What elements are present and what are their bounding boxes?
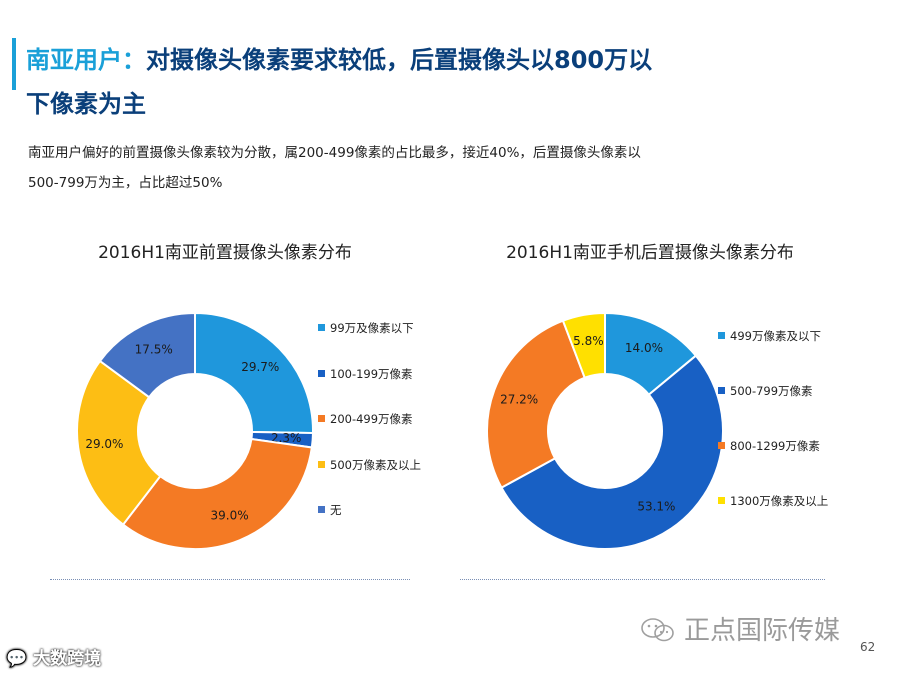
slice-label-2: 53.1%: [637, 500, 675, 514]
legend-label: 1300万像素及以上: [730, 494, 829, 508]
donut-slice-1: [194, 311, 314, 435]
legend-item-4: 500万像素及以上: [318, 457, 421, 473]
source-logo-icon: 💬: [6, 649, 28, 669]
slice-label-3: 39.0%: [211, 509, 249, 523]
legend-label: 800-1299万像素: [730, 439, 820, 453]
front-camera-chart-title: 2016H1南亚前置摄像头像素分布: [98, 243, 352, 263]
subtitle-line2: 500-799万为主，占比超过50%: [28, 175, 223, 191]
legend-item-3: 200-499万像素: [318, 411, 413, 427]
slice-label-4: 5.8%: [573, 334, 604, 348]
legend-item-1: 99万及像素以下: [318, 320, 414, 336]
legend-label: 500万像素及以上: [330, 457, 421, 472]
legend-swatch: [318, 369, 325, 377]
source-logo: 💬 大数跨境: [6, 644, 101, 669]
source-logo-text: 大数跨境: [33, 649, 102, 669]
watermark: 正点国际传媒: [640, 610, 840, 647]
watermark-text: 正点国际传媒: [684, 616, 841, 646]
slice-label-1: 29.7%: [241, 360, 279, 374]
legend-swatch: [318, 415, 325, 422]
legend-swatch: [718, 497, 725, 504]
legend-label: 100-199万像素: [330, 366, 413, 381]
wechat-icon: [641, 618, 674, 642]
legend-swatch: [718, 442, 725, 449]
legend-label: 499万像素及以下: [730, 329, 821, 343]
donut-slice-4: [561, 311, 606, 380]
legend-label: 500-799万像素: [730, 384, 813, 398]
slice-label-5: 17.5%: [135, 342, 173, 356]
donut-slice-3: [486, 319, 586, 489]
donut-slice-4: [76, 359, 162, 526]
page-subtitle: 南亚用户偏好的前置摄像头像素较为分散，属200-499像素的占比最多，接近40%…: [28, 138, 748, 198]
slice-label-3: 27.2%: [500, 392, 538, 406]
page-title: 南亚用户：对摄像头像素要求较低，后置摄像头以800万以 下像素为主: [26, 38, 726, 126]
legend-swatch: [718, 332, 725, 339]
legend-swatch: [318, 460, 325, 468]
donut-slice-2: [500, 354, 724, 550]
title-highlight: 南亚用户：: [26, 46, 146, 74]
legend-swatch: [718, 387, 725, 394]
slice-label-4: 29.0%: [85, 437, 123, 451]
page-number: 62: [860, 640, 876, 654]
slice-label-1: 14.0%: [625, 341, 663, 355]
front-camera-donut-chart: 29.7% 2.3% 39.0% 29.0% 17.5%: [76, 311, 314, 550]
legend-item-2: 100-199万像素: [318, 366, 413, 382]
legend-item-1: 499万像素及以下: [718, 328, 821, 344]
slice-label-2: 2.3%: [271, 431, 302, 445]
legend-label: 无: [330, 503, 342, 517]
legend-label: 99万及像素以下: [330, 321, 414, 335]
legend-swatch: [318, 324, 325, 331]
rear-camera-donut-chart: 14.0% 53.1% 27.2% 5.8%: [486, 311, 724, 550]
legend-item-4: 1300万像素及以上: [718, 493, 828, 509]
rear-camera-divider: [460, 579, 825, 580]
rear-camera-chart-title: 2016H1南亚手机后置摄像头像素分布: [506, 243, 794, 263]
legend-swatch: [318, 506, 325, 513]
legend-label: 200-499万像素: [330, 412, 413, 426]
legend-item-5: 无: [318, 502, 342, 518]
title-accent-bar: [12, 38, 16, 90]
legend-item-2: 500-799万像素: [718, 383, 813, 399]
title-line2: 下像素为主: [26, 90, 146, 118]
legend-item-3: 800-1299万像素: [718, 438, 820, 454]
donut-slice-5: [98, 311, 196, 399]
front-camera-divider: [50, 579, 410, 580]
title-line1: 对摄像头像素要求较低，后置摄像头以800万以: [146, 46, 653, 74]
donut-slice-3: [121, 437, 313, 550]
subtitle-line1: 南亚用户偏好的前置摄像头像素较为分散，属200-499像素的占比最多，接近40%…: [28, 145, 641, 161]
